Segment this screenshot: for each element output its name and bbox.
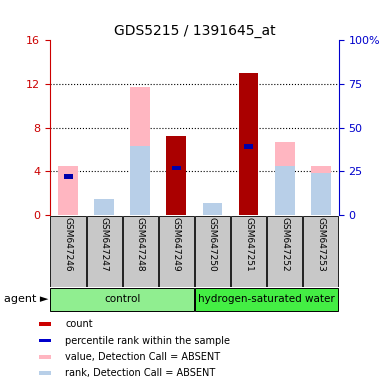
Text: GSM647252: GSM647252	[280, 217, 289, 272]
Bar	[50, 217, 86, 287]
Bar	[311, 174, 331, 215]
Text: GSM647247: GSM647247	[100, 217, 109, 272]
Bar	[64, 174, 72, 179]
Bar	[166, 136, 186, 215]
Bar	[203, 203, 223, 215]
Bar	[231, 217, 266, 287]
Text: hydrogen-saturated water: hydrogen-saturated water	[198, 295, 335, 305]
Bar	[275, 166, 295, 215]
Bar	[38, 323, 51, 326]
Text: percentile rank within the sample: percentile rank within the sample	[65, 336, 231, 346]
Text: GSM647253: GSM647253	[316, 217, 325, 272]
Bar	[244, 144, 253, 149]
Bar	[38, 355, 51, 359]
Bar	[87, 217, 122, 287]
Text: GSM647249: GSM647249	[172, 217, 181, 272]
Bar	[267, 217, 302, 287]
Text: agent ►: agent ►	[4, 295, 48, 305]
Bar	[275, 142, 295, 215]
Title: GDS5215 / 1391645_at: GDS5215 / 1391645_at	[114, 23, 275, 38]
Bar	[311, 166, 331, 215]
Bar	[94, 202, 114, 215]
Text: GSM647250: GSM647250	[208, 217, 217, 272]
Bar	[94, 199, 114, 215]
Bar	[131, 87, 150, 215]
Bar	[50, 288, 194, 311]
Bar	[172, 166, 181, 170]
Bar	[122, 217, 158, 287]
Bar	[239, 73, 258, 215]
Bar	[195, 288, 338, 311]
Text: GSM647248: GSM647248	[136, 217, 145, 272]
Bar	[303, 217, 338, 287]
Bar	[159, 217, 194, 287]
Bar	[131, 146, 150, 215]
Text: value, Detection Call = ABSENT: value, Detection Call = ABSENT	[65, 352, 221, 362]
Bar	[38, 371, 51, 375]
Bar	[195, 217, 230, 287]
Bar	[58, 166, 78, 215]
Text: count: count	[65, 319, 93, 329]
Text: control: control	[104, 295, 141, 305]
Text: GSM647251: GSM647251	[244, 217, 253, 272]
Text: rank, Detection Call = ABSENT: rank, Detection Call = ABSENT	[65, 368, 216, 378]
Bar	[203, 206, 223, 215]
Text: GSM647246: GSM647246	[64, 217, 73, 272]
Bar	[38, 339, 51, 343]
